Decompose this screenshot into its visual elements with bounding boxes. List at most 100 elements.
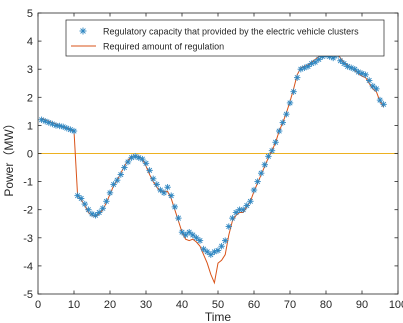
legend-box xyxy=(65,19,385,57)
marker-stroke xyxy=(291,89,297,95)
data-point xyxy=(261,161,268,168)
data-point xyxy=(60,123,67,131)
data-point xyxy=(153,181,160,188)
marker-stroke xyxy=(96,209,102,216)
marker-stroke xyxy=(255,179,261,185)
marker-stroke xyxy=(341,60,347,67)
marker-stroke xyxy=(373,86,379,92)
marker-stroke xyxy=(193,235,199,241)
marker-stroke xyxy=(197,238,203,244)
y-tick-label: 2 xyxy=(27,92,33,104)
marker-stroke xyxy=(154,181,160,187)
x-tick-label: 80 xyxy=(320,299,332,311)
marker-stroke xyxy=(316,56,322,62)
data-point xyxy=(337,57,344,64)
marker-stroke xyxy=(118,171,124,178)
data-point xyxy=(308,60,315,67)
data-point xyxy=(70,127,78,135)
data-point xyxy=(124,158,132,166)
data-point xyxy=(272,139,279,146)
marker-stroke xyxy=(136,155,142,161)
marker-stroke xyxy=(305,63,311,69)
data-point xyxy=(351,66,358,73)
data-point xyxy=(340,60,348,67)
data-point xyxy=(193,234,200,241)
x-tick-label: 30 xyxy=(140,299,152,311)
marker-stroke xyxy=(348,65,354,71)
marker-stroke xyxy=(233,209,239,216)
marker-stroke xyxy=(355,69,361,75)
x-tick-label: 10 xyxy=(68,299,80,311)
marker-stroke xyxy=(71,128,77,134)
marker-stroke xyxy=(226,223,232,230)
marker-stroke xyxy=(107,190,113,196)
data-point xyxy=(78,195,85,202)
data-point xyxy=(96,209,103,216)
x-tick-label: 70 xyxy=(284,299,296,311)
y-tick-label: -4 xyxy=(23,261,33,273)
data-point xyxy=(222,237,229,244)
x-tick-label: 50 xyxy=(212,299,224,311)
data-point xyxy=(168,192,175,199)
marker-stroke xyxy=(208,252,214,258)
data-point xyxy=(200,245,207,253)
data-point xyxy=(106,189,114,197)
data-point xyxy=(247,198,254,205)
marker-stroke xyxy=(244,202,250,209)
marker-stroke xyxy=(100,205,106,211)
y-tick-label: 1 xyxy=(27,120,33,132)
marker-stroke xyxy=(172,204,178,210)
marker-stroke xyxy=(42,118,48,124)
data-point xyxy=(81,200,88,208)
y-tick-label: 4 xyxy=(27,36,33,48)
data-point xyxy=(117,171,124,178)
y-axis-label: Power（MW） xyxy=(2,117,16,196)
y-tick-label: 3 xyxy=(27,64,33,76)
data-point xyxy=(204,248,211,256)
marker-stroke xyxy=(111,181,117,187)
data-point xyxy=(164,184,171,191)
y-tick-label: -2 xyxy=(23,205,33,217)
x-tick-label: 90 xyxy=(356,299,368,311)
marker-stroke xyxy=(247,198,253,204)
marker-stroke xyxy=(121,164,127,171)
marker-stroke xyxy=(312,59,318,65)
x-tick-label: 60 xyxy=(248,299,260,311)
marker-stroke xyxy=(150,176,156,182)
data-point xyxy=(157,186,164,194)
data-point xyxy=(268,147,276,154)
marker-stroke xyxy=(139,156,145,162)
plot-area xyxy=(38,51,398,285)
marker-stroke xyxy=(60,124,66,130)
data-point xyxy=(315,56,322,63)
data-point xyxy=(258,169,265,177)
data-point xyxy=(85,206,92,213)
data-point xyxy=(189,231,196,239)
data-point xyxy=(304,63,312,70)
data-point xyxy=(186,228,193,236)
data-point xyxy=(362,71,369,79)
data-point xyxy=(283,110,290,118)
data-point xyxy=(250,186,258,194)
marker-stroke xyxy=(283,111,289,117)
data-point xyxy=(265,153,272,160)
y-tick-label: 5 xyxy=(27,8,33,20)
data-point xyxy=(376,96,384,104)
data-point xyxy=(373,85,380,93)
data-point xyxy=(207,251,214,258)
marker-stroke xyxy=(132,153,138,159)
marker-stroke xyxy=(80,28,86,34)
marker-stroke xyxy=(377,97,383,103)
data-point xyxy=(214,247,222,254)
x-axis-label: Time xyxy=(205,310,232,323)
axes: 0102030405060708090100543210-1-2-3-4-5 xyxy=(23,8,403,311)
data-point xyxy=(232,209,240,216)
marker-stroke xyxy=(229,215,235,221)
marker-stroke xyxy=(370,83,376,89)
data-point xyxy=(229,214,236,222)
marker-stroke xyxy=(280,120,286,126)
data-point xyxy=(240,206,247,213)
marker-stroke xyxy=(82,201,88,207)
marker-stroke xyxy=(39,117,45,123)
data-point xyxy=(160,189,168,197)
